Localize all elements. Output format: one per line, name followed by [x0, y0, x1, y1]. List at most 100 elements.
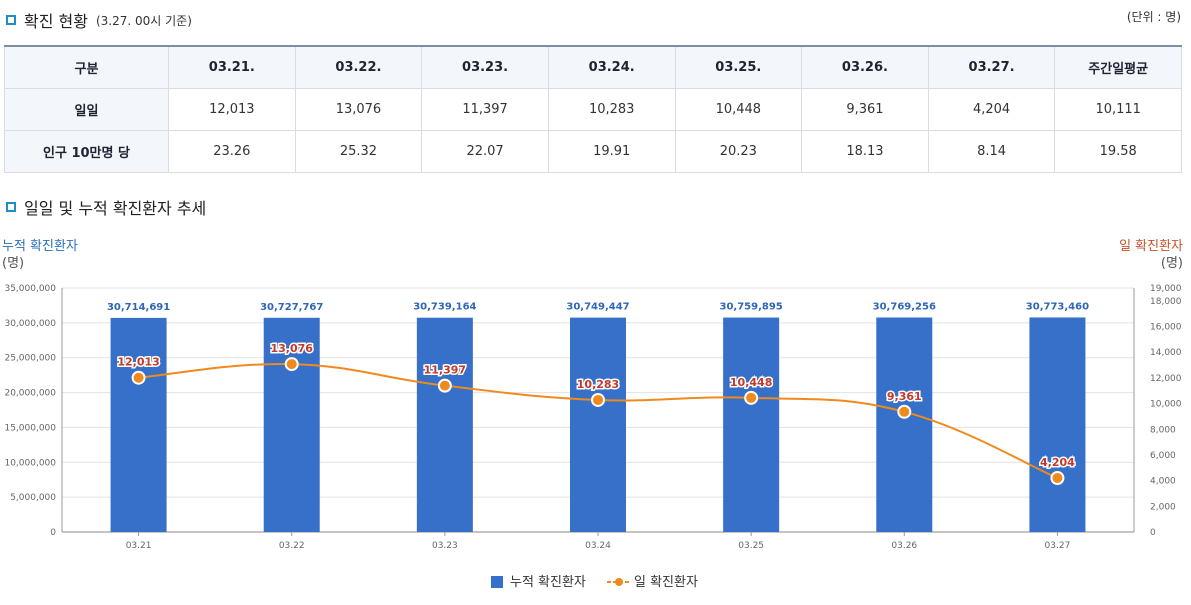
left-tick-label: 35,000,000 [4, 284, 56, 294]
status-section-header: 확진 현황 (3.27. 00시 기준) [6, 8, 192, 32]
square-bullet-icon [6, 202, 16, 212]
table-row: 일일 12,013 13,076 11,397 10,283 10,448 9,… [4, 88, 1182, 131]
left-tick-label: 25,000,000 [4, 354, 56, 364]
line-data-label: 4,204 [1040, 456, 1075, 469]
status-table: 구분 03.21. 03.22. 03.23. 03.24. 03.25. 03… [4, 45, 1182, 173]
line-point-daily [744, 390, 759, 405]
left-axis-unit: (명) [2, 256, 24, 271]
table-header-row: 구분 03.21. 03.22. 03.23. 03.24. 03.25. 03… [4, 45, 1182, 89]
bar-cumulative [1029, 317, 1086, 532]
line-point-daily [1050, 471, 1065, 486]
table-header-cell: 03.26. [801, 45, 929, 89]
line-point-daily [284, 357, 299, 372]
table-header-cell: 03.23. [421, 45, 549, 89]
bar-cumulative [110, 317, 167, 532]
unit-label: (단위 : 명) [1126, 10, 1181, 24]
line-data-label: 12,013 [117, 356, 159, 369]
right-tick-label: 6,000 [1150, 451, 1176, 461]
right-tick-label: 14,000 [1150, 348, 1182, 358]
table-cell: 4,204 [927, 88, 1056, 131]
table-cell: 8.14 [927, 130, 1056, 173]
right-tick-label: 19,000 [1150, 284, 1182, 294]
table-cell: 11,397 [421, 88, 549, 131]
x-tick-label: 03.23 [432, 541, 458, 551]
bar-data-label: 30,714,691 [107, 302, 170, 313]
right-tick-label: 0 [1150, 528, 1156, 538]
x-tick-label: 03.27 [1045, 541, 1071, 551]
table-header-cell: 03.22. [294, 45, 423, 89]
left-tick-label: 10,000,000 [4, 458, 56, 468]
legend-line-label: 일 확진환자 [634, 575, 698, 590]
right-tick-label: 4,000 [1150, 477, 1176, 487]
left-tick-label: 5,000,000 [10, 493, 56, 503]
bar-cumulative [263, 317, 320, 532]
table-header-cell: 03.21. [168, 45, 296, 89]
row-label: 일일 [4, 88, 169, 131]
line-data-label: 10,448 [730, 376, 772, 389]
right-axis-title: 일 확진환자 [1119, 239, 1183, 254]
row-label: 인구 10만명 당 [4, 130, 169, 173]
table-cell: 12,013 [168, 88, 296, 131]
bar-cumulative [416, 317, 473, 532]
bar-data-label: 30,759,895 [720, 302, 783, 313]
table-cell: 23.26 [168, 130, 296, 173]
bar-data-label: 30,773,460 [1026, 301, 1089, 312]
left-tick-label: 20,000,000 [4, 389, 56, 399]
square-bullet-icon [6, 15, 16, 25]
line-point-daily [897, 404, 912, 419]
line-data-label: 11,397 [424, 364, 466, 377]
line-data-label: 10,283 [577, 378, 619, 391]
table-header-cell: 03.25. [674, 45, 803, 89]
bar-cumulative [723, 317, 780, 532]
trend-section-title: 일일 및 누적 확진환자 추세 [24, 199, 207, 218]
bar-data-label: 30,727,767 [260, 302, 323, 313]
bar-data-label: 30,769,256 [873, 301, 936, 312]
bar-data-label: 30,749,447 [566, 302, 629, 313]
status-section-subtitle: (3.27. 00시 기준) [95, 13, 192, 28]
line-point-daily [131, 370, 146, 385]
left-axis-title: 누적 확진환자 [2, 239, 78, 254]
x-tick-label: 03.22 [279, 541, 305, 551]
right-axis-unit: (명) [1161, 256, 1183, 271]
left-tick-label: 15,000,000 [4, 423, 56, 433]
table-cell: 9,361 [801, 88, 929, 131]
trend-chart: 누적 확진환자 (명) 일 확진환자 (명) 0 5,000,000 10,000,000 1… [2, 239, 1183, 590]
legend-bar-swatch [491, 576, 503, 588]
bar-cumulative [876, 317, 933, 532]
line-data-label: 9,361 [887, 390, 922, 403]
legend-line-marker [615, 578, 623, 586]
left-tick-label: 0 [50, 528, 56, 538]
table-header-cell: 구분 [4, 45, 169, 89]
table-cell: 10,111 [1054, 88, 1182, 131]
table-cell: 19.91 [547, 130, 676, 173]
table-cell: 19.58 [1054, 130, 1182, 173]
table-row: 인구 10만명 당 23.26 25.32 22.07 19.91 20.23 … [4, 130, 1182, 173]
line-point-daily [591, 392, 605, 407]
table-cell: 22.07 [421, 130, 549, 173]
table-header-cell: 03.24. [547, 45, 676, 89]
left-tick-label: 30,000,000 [4, 319, 56, 329]
right-tick-label: 12,000 [1150, 374, 1182, 384]
table-header-cell: 주간일평균 [1054, 45, 1182, 89]
line-data-label: 13,076 [270, 342, 313, 355]
bar-data-label: 30,739,164 [413, 302, 476, 313]
x-tick-label: 03.26 [891, 541, 917, 551]
x-tick-label: 03.24 [585, 541, 611, 551]
x-tick-label: 03.21 [126, 541, 152, 551]
right-tick-label: 16,000 [1150, 323, 1182, 333]
bar-cumulative [570, 317, 626, 532]
table-header-cell: 03.27. [927, 45, 1056, 89]
legend-bar-label: 누적 확진환자 [510, 575, 586, 590]
table-cell: 20.23 [674, 130, 803, 173]
table-cell: 25.32 [294, 130, 423, 173]
right-tick-label: 18,000 [1150, 297, 1182, 307]
right-tick-label: 8,000 [1150, 425, 1176, 435]
trend-section-header: 일일 및 누적 확진환자 추세 [6, 195, 206, 219]
table-cell: 10,283 [547, 88, 676, 131]
right-tick-label: 10,000 [1150, 400, 1182, 410]
line-point-daily [437, 378, 452, 393]
x-tick-label: 03.25 [738, 541, 764, 551]
table-cell: 13,076 [294, 88, 423, 131]
table-cell: 10,448 [674, 88, 803, 131]
table-cell: 18.13 [801, 130, 929, 173]
